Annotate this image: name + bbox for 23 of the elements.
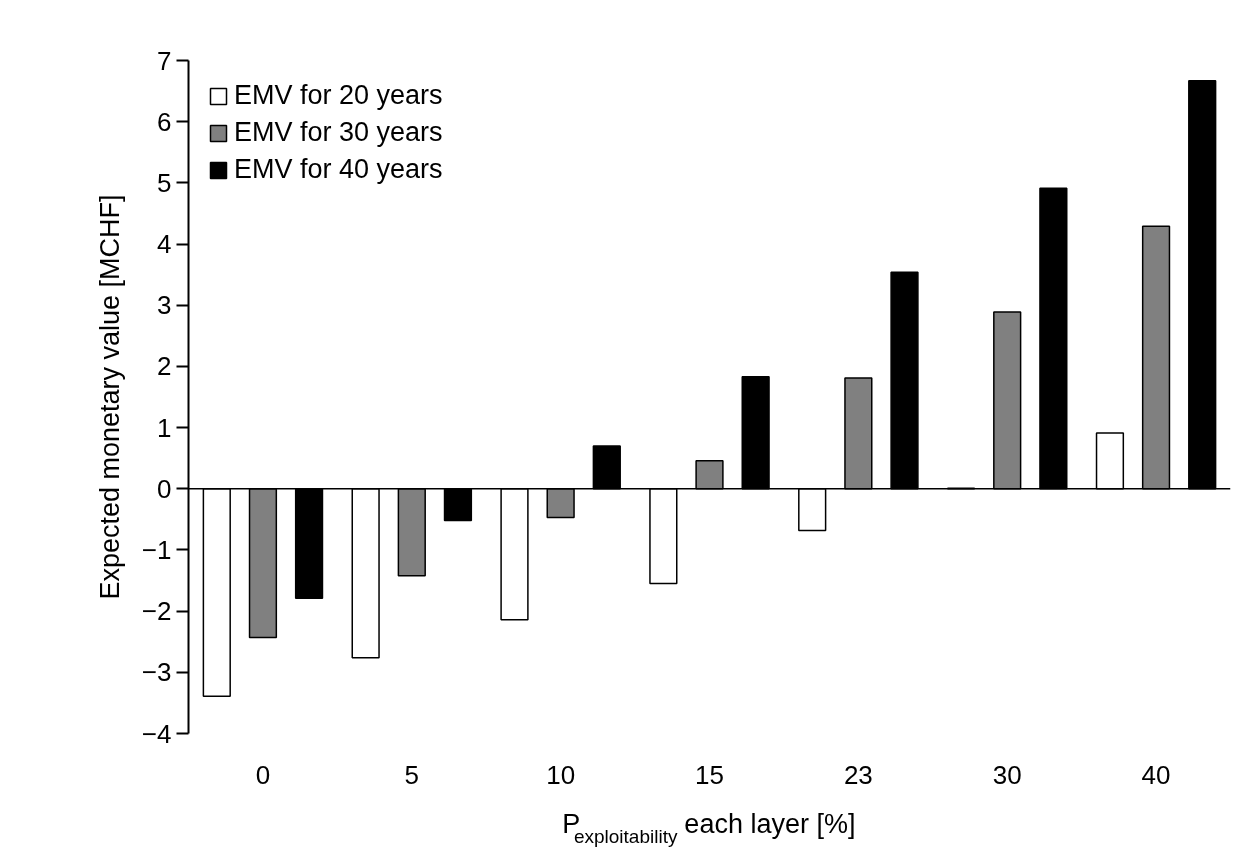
x-tick-label: 40 bbox=[1141, 759, 1171, 790]
y-tick-label: 2 bbox=[157, 351, 172, 382]
y-tick-label: −1 bbox=[141, 534, 172, 565]
y-tick-label: 7 bbox=[157, 45, 172, 76]
x-tick-label: 30 bbox=[992, 759, 1022, 790]
y-tick-label: −2 bbox=[141, 596, 172, 627]
y-tick-label: 5 bbox=[157, 167, 172, 198]
y-tick-label: 4 bbox=[157, 229, 172, 260]
y-tick-label: 1 bbox=[157, 412, 172, 443]
legend-label: EMV for 40 years bbox=[234, 154, 443, 185]
y-tick-label: 3 bbox=[157, 290, 172, 321]
x-tick-label: 15 bbox=[695, 759, 724, 790]
y-tick-label: 6 bbox=[157, 106, 172, 137]
x-tick-label: 10 bbox=[546, 759, 576, 790]
legend-label: EMV for 30 years bbox=[234, 117, 443, 148]
legend-label: EMV for 20 years bbox=[234, 80, 443, 111]
y-tick-label: 0 bbox=[157, 473, 172, 504]
y-tick-label: −3 bbox=[141, 657, 172, 688]
x-tick-label: 0 bbox=[255, 759, 271, 790]
x-tick-label: 5 bbox=[404, 759, 420, 790]
y-axis-title: Expected monetary value [MCHF] bbox=[94, 194, 125, 600]
y-tick-label: −4 bbox=[141, 718, 172, 749]
x-tick-label: 23 bbox=[843, 759, 873, 790]
